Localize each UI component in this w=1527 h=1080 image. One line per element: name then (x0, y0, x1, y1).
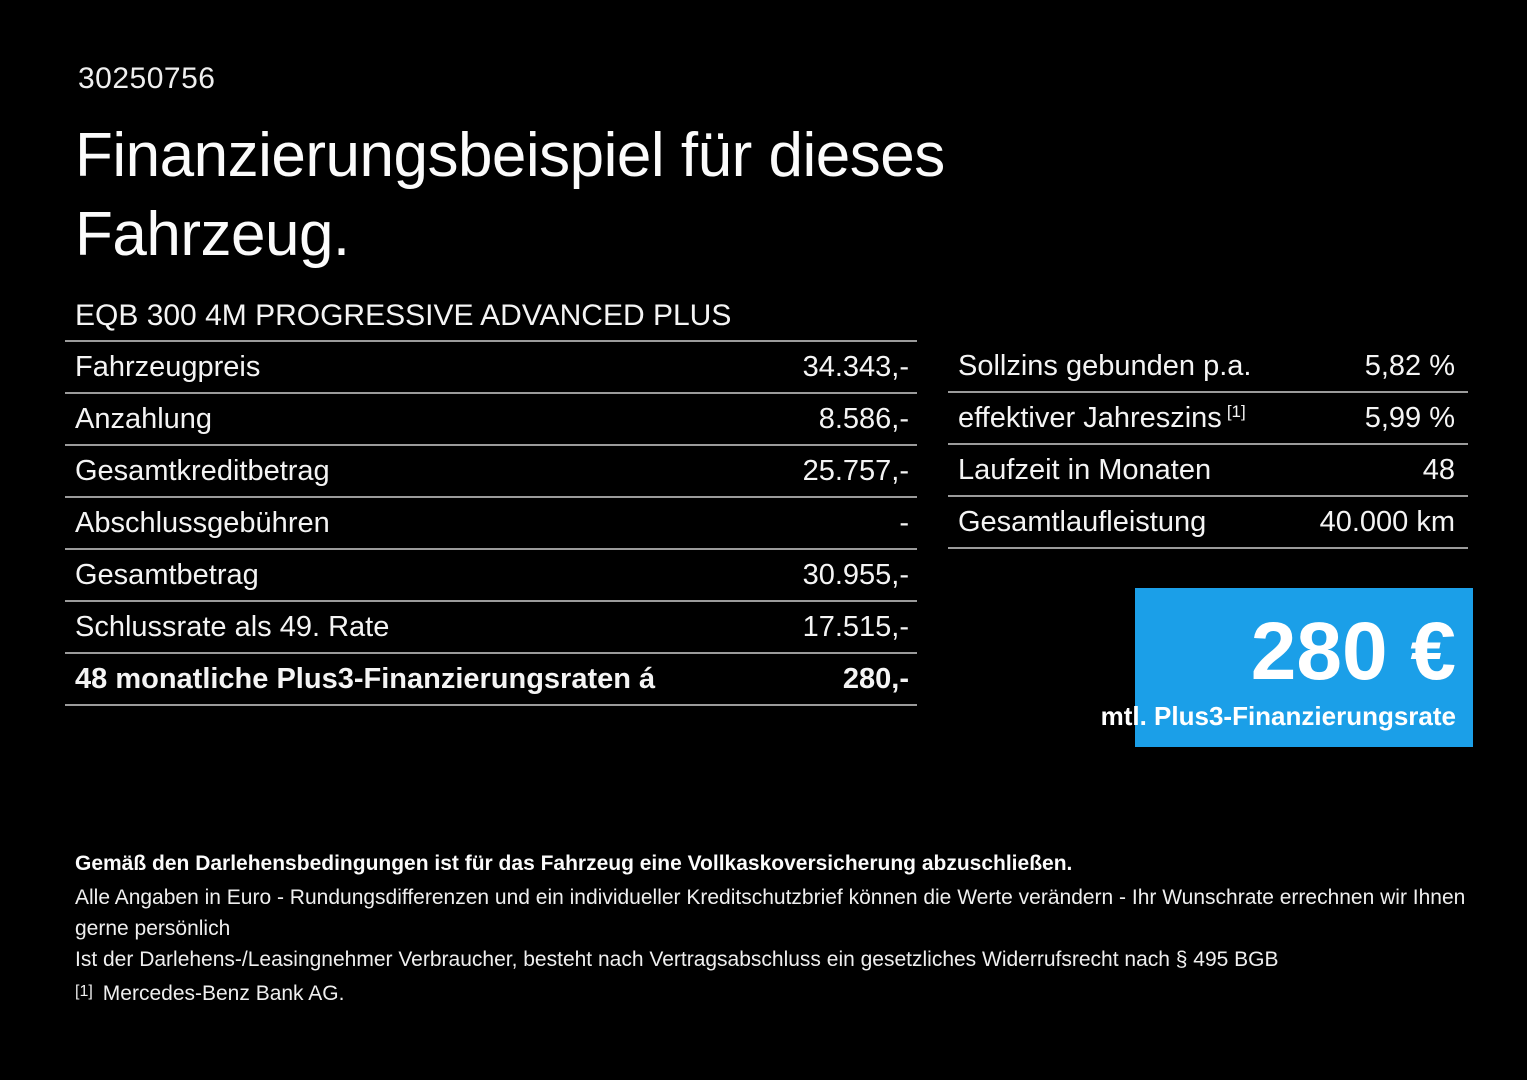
withdrawal-note: Ist der Darlehens-/Leasingnehmer Verbrau… (75, 948, 1279, 971)
page-title-line-1: Finanzierungsbeispiel für dieses (75, 121, 945, 190)
footnote-text: Mercedes-Benz Bank AG. (102, 982, 345, 1005)
table-row-term-months: Laufzeit in Monaten 48 (948, 445, 1468, 497)
table-row-final-rate: Schlussrate als 49. Rate 17.515,- (65, 602, 917, 654)
row-label: Sollzins gebunden p.a. (958, 349, 1252, 382)
row-value: 5,99 % (1364, 401, 1455, 434)
footer-disclaimer: Gemäß den Darlehensbedingungen ist für d… (75, 851, 1495, 1011)
monthly-rate-caption: mtl. Plus3-Finanzierungsrate (1100, 701, 1456, 731)
row-value: 25.757,- (802, 454, 909, 487)
row-value: 40.000 km (1319, 505, 1455, 538)
page-title-line-2: Fahrzeug. (75, 200, 350, 269)
insurance-note: Gemäß den Darlehensbedingungen ist für d… (75, 852, 1073, 875)
row-value: 8.586,- (818, 402, 909, 435)
row-label: Schlussrate als 49. Rate (75, 610, 390, 643)
row-value: 34.343,- (802, 350, 909, 383)
table-row-down-payment: Anzahlung 8.586,- (65, 394, 917, 446)
table-row-total-amount: Gesamtbetrag 30.955,- (65, 550, 917, 602)
footnote-reference: [1] (1226, 401, 1246, 421)
financing-table: Fahrzeugpreis 34.343,- Anzahlung 8.586,-… (65, 340, 917, 706)
rounding-note: Alle Angaben in Euro - Rundungsdifferenz… (75, 886, 1466, 940)
table-row-total-mileage: Gesamtlaufleistung 40.000 km (948, 497, 1468, 549)
monthly-rate-highlight-box: 280 € mtl. Plus3-Finanzierungsrate (1101, 588, 1473, 747)
vehicle-name: EQB 300 4M PROGRESSIVE ADVANCED PLUS (75, 299, 732, 332)
conditions-table: Sollzins gebunden p.a. 5,82 % effektiver… (948, 341, 1468, 549)
monthly-rate-amount: 280 € (1250, 606, 1456, 697)
row-label: 48 monatliche Plus3-Finanzierungsraten á (75, 662, 656, 695)
footnote-marker: [1] (75, 983, 93, 1000)
row-value: 30.955,- (802, 558, 909, 591)
row-label: effektiver Jahreszins [1] (958, 402, 1246, 435)
footnote-bank: [1] Mercedes-Benz Bank AG. (75, 978, 1495, 1011)
reference-number: 30250756 (78, 62, 216, 95)
table-row-effective-interest: effektiver Jahreszins [1] 5,99 % (948, 393, 1468, 445)
table-row-monthly-rates: 48 monatliche Plus3-Finanzierungsraten á… (65, 654, 917, 706)
table-row-closing-fees: Abschlussgebühren - (65, 498, 917, 550)
row-value: 17.515,- (802, 610, 909, 643)
row-label: Laufzeit in Monaten (958, 453, 1212, 486)
row-value: 280,- (842, 662, 909, 695)
table-row-total-credit: Gesamtkreditbetrag 25.757,- (65, 446, 917, 498)
row-label: Abschlussgebühren (75, 506, 330, 539)
row-label: Gesamtbetrag (75, 558, 259, 591)
row-label: Gesamtlaufleistung (958, 505, 1207, 538)
table-row-vehicle-price: Fahrzeugpreis 34.343,- (65, 342, 917, 394)
row-value: 48 (1422, 453, 1455, 486)
row-value: 5,82 % (1364, 349, 1455, 382)
row-label: Gesamtkreditbetrag (75, 454, 330, 487)
row-label-text: effektiver Jahreszins (958, 401, 1222, 434)
page-title: Finanzierungsbeispiel für dieses Fahrzeu… (75, 116, 945, 274)
row-value: - (899, 506, 909, 539)
table-row-nominal-interest: Sollzins gebunden p.a. 5,82 % (948, 341, 1468, 393)
row-label: Anzahlung (75, 402, 213, 435)
row-label: Fahrzeugpreis (75, 350, 261, 383)
